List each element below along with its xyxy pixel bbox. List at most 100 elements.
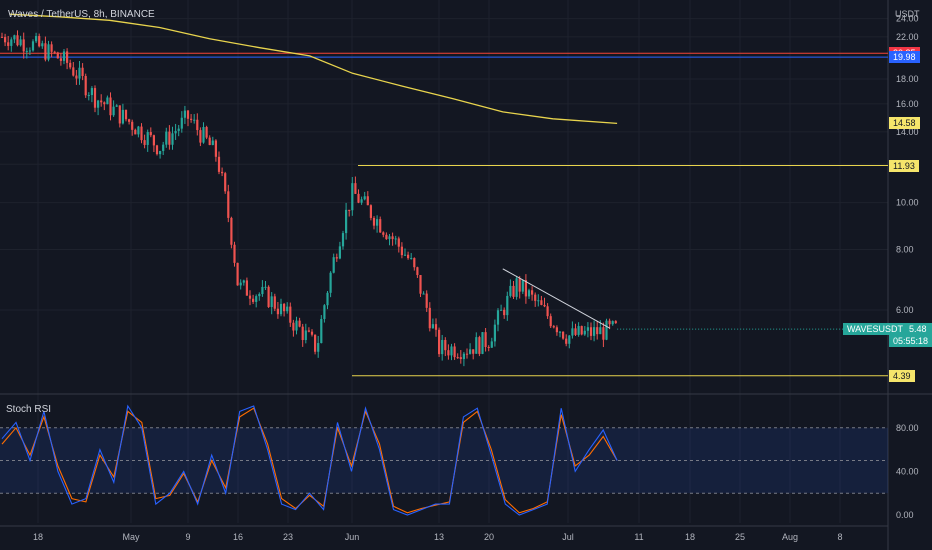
symbol-price-tag: WAVESUSDT 5.48 [843,323,932,336]
time-tick-label: May [122,532,140,542]
time-tick-label: 11 [634,532,643,542]
candle-body [605,320,608,340]
candle-body [13,35,16,40]
candle-body [106,97,109,105]
candle-body [385,234,388,240]
candle-body [112,106,115,116]
candle-body [403,254,407,256]
currency-unit-label: USDT [895,9,920,19]
candle-body [19,39,22,46]
candle-body [441,339,444,355]
candle-body [422,293,425,295]
candle-body [419,275,422,294]
candle-body [202,127,205,143]
trendline [502,268,611,329]
candle-body [217,156,221,172]
time-tick-label: 13 [434,532,444,542]
price-tag-yellow: 14.58 [889,117,920,130]
candle-body [53,51,56,53]
candle-body [611,321,614,325]
candle-body [177,128,180,131]
candle-body [270,296,273,307]
candle-body [317,343,320,352]
candle-body [341,233,345,247]
candle-body [186,110,190,119]
price-tick-label: 22.00 [896,32,919,42]
candle-body [69,62,72,68]
price-tick-label: 10.00 [896,198,919,208]
time-tick-label: 18 [685,532,695,542]
candle-body [416,267,419,276]
candle-body [267,286,270,307]
price-tick-label: 6.00 [896,305,914,315]
candle-body [109,97,112,116]
candle-body [602,327,605,340]
indicator-title: Stoch RSI [6,404,52,415]
candle-body [87,95,90,97]
candle-body [376,219,379,226]
candle-countdown: 05:55:18 [889,335,932,348]
price-tick-label: 24.00 [896,14,919,24]
candle-body [583,330,586,335]
candle-body [159,151,162,155]
price-tick-label: 18.00 [896,74,919,84]
candle-body [90,88,93,96]
candle-body [431,324,434,329]
candle-body [593,327,596,336]
price-tick-label: 8.00 [896,245,914,255]
candle-body [354,183,357,194]
candle-body [307,330,310,332]
candle-body [484,332,487,348]
candle-body [453,346,456,358]
candle-body [481,332,484,354]
candle-body [134,129,137,135]
candle-body [72,67,75,76]
candle-body [273,296,276,309]
candle-body [410,258,413,260]
candle-body [571,328,574,336]
candle-body [245,280,248,296]
candle-body [521,280,524,292]
candle-body [44,43,47,60]
candle-body [428,307,431,329]
candle-body [118,105,121,124]
candle-body [490,341,493,348]
candle-body [190,118,193,120]
candle-body [162,144,165,152]
candle-body [128,119,131,122]
candle-body [304,330,307,341]
candle-body [335,257,338,259]
candle-body [310,331,314,335]
candle-body [149,132,152,136]
candle-body [320,318,323,344]
candle-body [434,324,438,330]
candle-body [208,137,211,146]
candle-body [608,320,611,325]
candle-body [369,205,372,218]
candle-body [140,126,143,141]
candle-body [283,303,286,312]
candle-body [4,37,7,43]
candle-body [496,310,500,325]
candle-body [7,42,10,46]
candle-body [301,326,304,341]
candle-body [264,286,267,288]
candle-body [475,337,478,354]
candle-body [512,285,515,297]
candle-body [16,35,19,46]
candle-body [292,322,295,331]
candle-body [493,324,496,342]
candle-body [286,306,289,312]
candle-body [518,278,521,292]
candle-body [78,67,81,79]
candle-body [345,209,348,234]
time-tick-label: 9 [185,532,190,542]
candle-body [487,347,490,349]
time-tick-label: 16 [233,532,243,542]
candle-body [527,290,531,297]
candle-body [400,246,403,256]
last-price: 5.48 [909,324,927,335]
moving-average-line [9,13,618,125]
candle-body [224,173,227,192]
